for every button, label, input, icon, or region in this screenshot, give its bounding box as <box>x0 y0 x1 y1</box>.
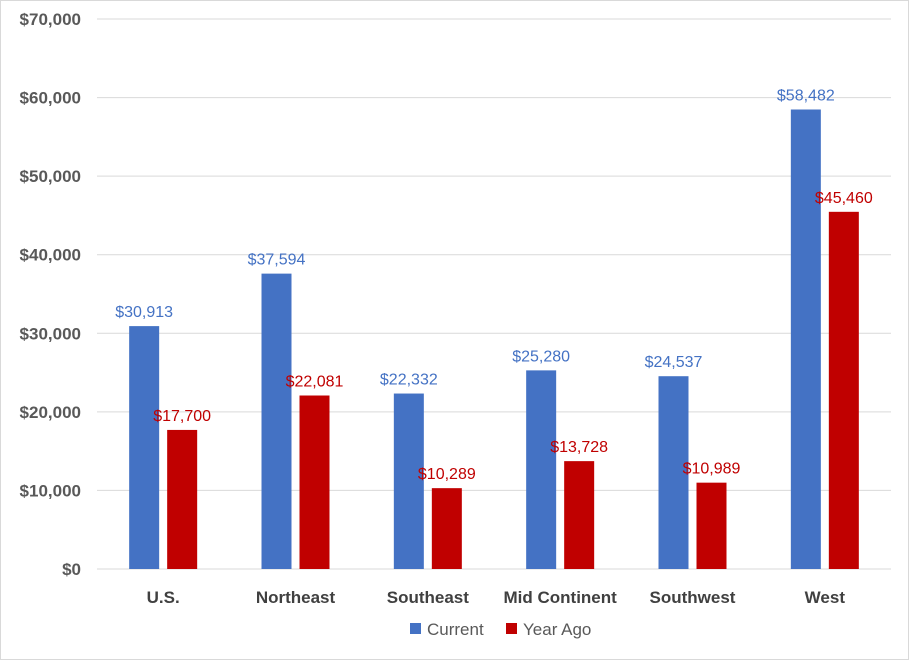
bar-current <box>129 326 160 569</box>
legend-swatch-current <box>410 623 421 634</box>
bar-year-ago <box>564 461 595 569</box>
data-label-year-ago: $22,081 <box>286 374 344 391</box>
data-label-current: $37,594 <box>248 252 306 269</box>
y-tick-label: $20,000 <box>20 403 81 422</box>
y-axis: $0 $10,000 $20,000 $30,000 $40,000 $50,000 $60… <box>20 10 81 579</box>
y-tick-label: $30,000 <box>20 324 81 343</box>
x-tick-label: Southwest <box>650 588 736 607</box>
bar-current <box>261 273 292 569</box>
y-tick-label: $0 <box>62 560 81 579</box>
data-label-current: $25,280 <box>512 348 570 365</box>
data-label-current: $30,913 <box>115 304 173 321</box>
bar-year-ago <box>167 429 198 569</box>
data-label-year-ago: $10,989 <box>683 461 741 478</box>
data-label-year-ago: $45,460 <box>815 190 873 207</box>
y-tick-label: $10,000 <box>20 481 81 500</box>
bar-year-ago <box>299 395 330 569</box>
x-tick-label: Southeast <box>387 588 470 607</box>
gridlines <box>97 18 891 570</box>
legend-label-current: Current <box>427 620 484 639</box>
bar-current <box>393 393 424 569</box>
bar-year-ago <box>431 488 462 569</box>
data-label-year-ago: $10,289 <box>418 466 476 483</box>
data-label-year-ago: $13,728 <box>550 439 608 456</box>
y-tick-label: $70,000 <box>20 10 81 29</box>
legend-swatch-year-ago <box>506 623 517 634</box>
bar-current <box>658 376 689 569</box>
x-axis: U.S. Northeast Southeast Mid Continent South… <box>147 588 846 607</box>
y-tick-label: $40,000 <box>20 246 81 265</box>
y-tick-label: $50,000 <box>20 167 81 186</box>
bar-year-ago <box>696 482 727 569</box>
x-tick-label: Mid Continent <box>504 588 618 607</box>
data-label-current: $24,537 <box>645 354 703 371</box>
bar-current <box>790 109 821 570</box>
y-tick-label: $60,000 <box>20 89 81 108</box>
x-tick-label: West <box>805 588 846 607</box>
x-tick-label: Northeast <box>256 588 336 607</box>
data-label-year-ago: $17,700 <box>153 408 211 425</box>
x-tick-label: U.S. <box>147 588 180 607</box>
data-labels: $30,913 $17,700 $37,594 $22,081 $22,332 $10,2… <box>115 87 873 483</box>
legend: Current Year Ago <box>410 620 591 639</box>
bars <box>129 109 859 570</box>
data-label-current: $58,482 <box>777 87 835 104</box>
bar-current <box>526 370 557 569</box>
data-label-current: $22,332 <box>380 372 438 389</box>
legend-label-year-ago: Year Ago <box>523 620 591 639</box>
bar-year-ago <box>828 211 859 570</box>
